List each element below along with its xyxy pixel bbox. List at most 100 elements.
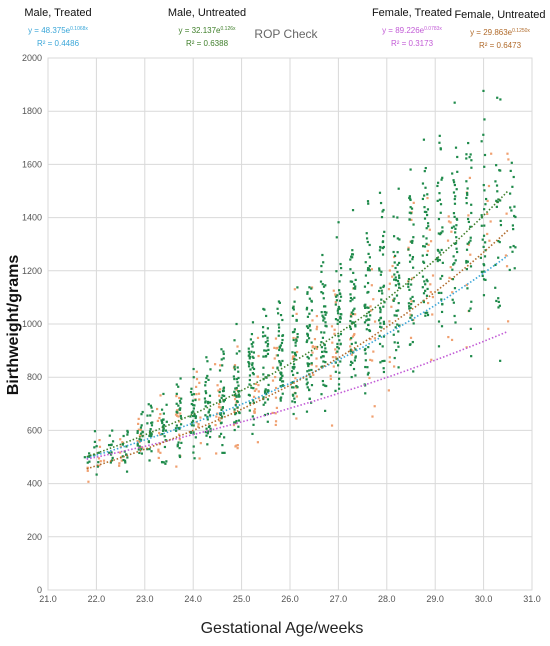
green-point (305, 340, 308, 344)
green-point (334, 389, 337, 392)
green-point (218, 399, 221, 402)
green-point (277, 330, 280, 333)
orange-point (409, 313, 412, 316)
green-point (427, 225, 430, 228)
green-point (265, 393, 268, 396)
green-point (223, 436, 226, 439)
green-point (238, 390, 241, 393)
green-point (469, 307, 472, 310)
green-point (340, 274, 343, 277)
green-point (451, 298, 454, 301)
green-point (192, 376, 195, 379)
green-point (293, 330, 296, 333)
green-point (407, 282, 410, 286)
y-tick-label: 1000 (22, 319, 42, 329)
orange-point (197, 425, 200, 428)
green-point (93, 440, 97, 443)
green-point (497, 297, 500, 300)
green-point (223, 451, 226, 454)
green-point (192, 451, 195, 454)
orange-point (373, 337, 377, 340)
green-point (499, 223, 503, 227)
green-point (439, 147, 442, 150)
green-point (247, 347, 250, 350)
green-point (438, 258, 441, 262)
orange-point (448, 276, 451, 279)
green-point (338, 371, 341, 374)
green-point (97, 461, 100, 464)
orange-point (370, 268, 373, 271)
green-point (411, 241, 414, 244)
green-point (219, 432, 223, 435)
green-point (339, 295, 343, 298)
green-point (175, 410, 178, 413)
green-point (470, 300, 473, 303)
orange-point (178, 396, 181, 400)
green-point (320, 290, 323, 294)
green-point (295, 319, 298, 322)
green-point (497, 306, 500, 309)
green-point (308, 286, 311, 289)
green-point (465, 259, 468, 263)
green-point (234, 413, 237, 416)
green-point (308, 388, 311, 392)
orange-point (198, 457, 201, 460)
green-point (176, 443, 179, 446)
green-point (381, 292, 384, 295)
green-point (235, 386, 238, 390)
orange-point (157, 448, 160, 451)
green-point (279, 373, 283, 376)
green-point (510, 161, 513, 164)
x-tick-label: 30.0 (475, 594, 493, 604)
green-point (177, 404, 180, 407)
green-point (324, 321, 327, 324)
green-point (452, 179, 455, 182)
green-point (248, 353, 251, 356)
orange-point (257, 390, 260, 393)
orange-point (275, 354, 278, 357)
orange-point (257, 354, 260, 358)
green-point (407, 302, 410, 305)
green-point (351, 351, 355, 354)
series-name-male-treated: Male, Treated (24, 7, 91, 19)
green-point (336, 342, 339, 346)
orange-point (137, 422, 140, 425)
green-point (252, 351, 256, 354)
green-point (425, 278, 428, 281)
green-point (146, 414, 149, 417)
green-point (219, 413, 222, 416)
orange-point (99, 460, 102, 463)
green-point (337, 383, 341, 386)
orange-point (236, 345, 239, 348)
green-point (307, 357, 310, 360)
green-point (409, 168, 412, 171)
green-point (148, 430, 152, 433)
green-point (163, 445, 167, 449)
green-point (250, 386, 253, 389)
green-point (320, 331, 323, 334)
green-point (235, 400, 239, 403)
green-point (452, 212, 456, 215)
green-point (439, 233, 442, 236)
green-point (483, 118, 486, 121)
green-point (412, 300, 415, 303)
orange-point (370, 284, 373, 287)
green-point (350, 280, 354, 283)
green-point (296, 335, 299, 339)
green-point (494, 180, 497, 183)
green-point (466, 187, 469, 190)
green-point (440, 291, 443, 295)
green-point (321, 355, 324, 358)
orange-point (275, 406, 278, 410)
orange-point (271, 366, 275, 369)
green-point (233, 421, 236, 424)
orange-point (216, 384, 219, 387)
green-point (407, 278, 411, 281)
green-point (148, 448, 151, 451)
green-point (192, 407, 195, 410)
orange-point (219, 406, 222, 409)
orange-point (118, 462, 121, 465)
green-point (83, 456, 86, 459)
x-tick-label: 27.0 (330, 594, 348, 604)
green-point (238, 411, 241, 415)
